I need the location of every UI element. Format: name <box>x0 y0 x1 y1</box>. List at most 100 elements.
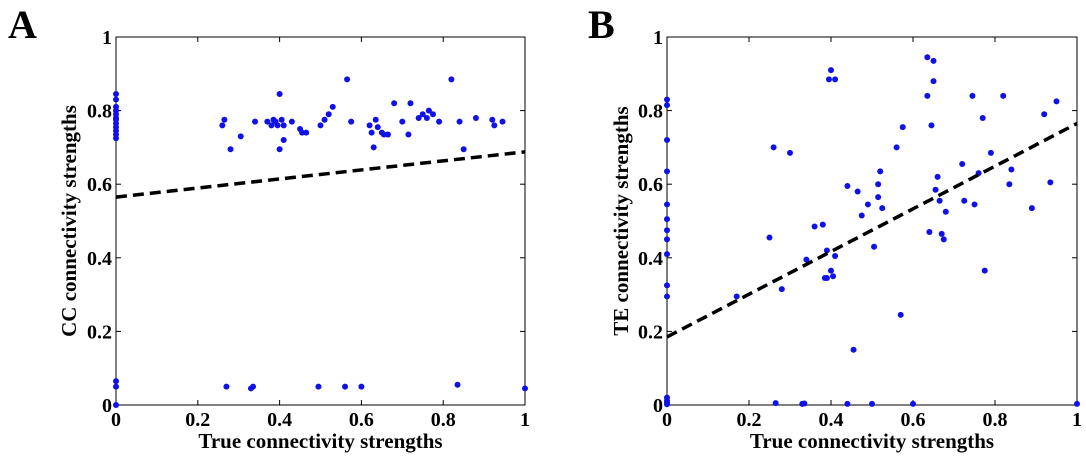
a-x-tick-label: 0 <box>111 409 121 431</box>
a-data-point <box>405 131 412 138</box>
b-data-point <box>932 186 939 193</box>
b-x-tick-label: 0 <box>662 409 672 431</box>
a-data-point <box>227 146 234 153</box>
a-data-point <box>399 118 406 125</box>
a-data-point <box>358 383 365 390</box>
b-data-point <box>877 168 884 175</box>
b-data-point <box>930 78 937 85</box>
a-data-point <box>366 122 373 129</box>
b-data-point <box>832 252 839 259</box>
a-data-point <box>472 114 479 121</box>
b-data-point <box>770 144 777 151</box>
b-data-point <box>850 346 857 353</box>
b-data-point <box>924 92 931 99</box>
b-data-point <box>1047 179 1054 186</box>
b-data-point <box>787 149 793 156</box>
a-data-point <box>264 118 271 125</box>
b-data-point <box>1074 400 1080 407</box>
a-x-tick-label: 0.8 <box>431 409 456 431</box>
b-data-point <box>825 76 832 83</box>
b-data-point <box>664 293 670 300</box>
a-y-tick-label: 0 <box>102 395 112 417</box>
b-data-point <box>803 256 810 263</box>
b-data-point <box>928 122 935 129</box>
b-data-point <box>879 205 886 212</box>
b-data-point <box>875 181 882 188</box>
a-data-point <box>425 107 432 114</box>
b-data-point <box>1008 166 1015 173</box>
b-x-axis-label: True connectivity strengths <box>750 429 994 453</box>
b-data-point <box>844 183 851 190</box>
b-data-point <box>926 229 933 236</box>
b-data-point <box>664 168 670 175</box>
b-data-point <box>936 197 943 204</box>
a-data-point <box>113 135 119 142</box>
b-data-point <box>664 102 670 109</box>
a-data-point <box>448 76 455 83</box>
a-data-point <box>419 111 426 118</box>
a-x-tick-label: 0.6 <box>349 409 374 431</box>
b-data-point <box>828 67 834 74</box>
b-data-point <box>897 311 904 318</box>
a-data-point <box>252 118 259 125</box>
a-y-tick-label: 1 <box>102 27 112 49</box>
a-data-point <box>423 114 430 121</box>
a-data-point <box>329 103 336 110</box>
b-data-point <box>1041 111 1048 118</box>
b-x-tick-label: 0.2 <box>737 409 762 431</box>
a-data-point <box>280 137 287 144</box>
b-data-point <box>664 216 670 223</box>
a-data-point <box>315 383 322 390</box>
b-data-point <box>961 197 968 204</box>
b-data-point <box>924 54 931 61</box>
b-data-point <box>664 227 670 234</box>
b-data-point <box>664 137 670 144</box>
a-data-point <box>268 122 275 129</box>
a-data-point <box>280 122 287 129</box>
a-data-point <box>276 91 283 98</box>
a-data-point <box>372 116 379 123</box>
b-y-tick-label: 0.4 <box>638 248 663 270</box>
b-data-point <box>971 201 978 208</box>
a-data-point <box>223 383 230 390</box>
b-data-point <box>938 230 945 237</box>
a-data-point <box>113 383 119 390</box>
a-data-point <box>499 118 506 125</box>
b-data-point <box>858 212 865 219</box>
a-data-point <box>342 383 349 390</box>
b-data-point <box>664 251 670 258</box>
b-data-point <box>1000 92 1007 99</box>
b-data-point <box>830 273 837 280</box>
a-x-tick-label: 0.2 <box>185 409 210 431</box>
b-data-point <box>934 173 941 180</box>
b-data-point <box>987 149 994 156</box>
a-axes-box <box>115 36 526 406</box>
b-y-tick-label: 1 <box>653 27 663 49</box>
b-panel-letter: B <box>588 2 615 47</box>
b-data-point <box>1006 181 1013 188</box>
a-data-point <box>113 402 119 408</box>
a-data-point <box>491 122 498 129</box>
b-data-point <box>664 96 670 103</box>
b-data-point <box>664 201 670 208</box>
b-data-point <box>823 247 830 254</box>
b-data-point <box>664 282 670 289</box>
b-data-point <box>828 267 834 274</box>
b-data-point <box>969 92 976 99</box>
a-data-point <box>370 144 377 151</box>
a-data-point <box>436 118 443 125</box>
b-data-point <box>772 400 779 407</box>
b-data-point <box>823 275 830 282</box>
a-x-tick-label: 1 <box>520 409 530 431</box>
a-data-point <box>522 385 528 392</box>
a-y-tick-label: 0.6 <box>87 174 112 196</box>
b-x-tick-label: 0.6 <box>901 409 926 431</box>
b-data-point <box>899 124 906 131</box>
b-data-point <box>930 57 937 64</box>
b-data-point <box>766 234 773 241</box>
b-data-point <box>940 236 947 243</box>
b-data-point <box>844 400 851 407</box>
b-y-tick-label: 0.8 <box>638 101 663 123</box>
a-data-point <box>384 131 391 138</box>
